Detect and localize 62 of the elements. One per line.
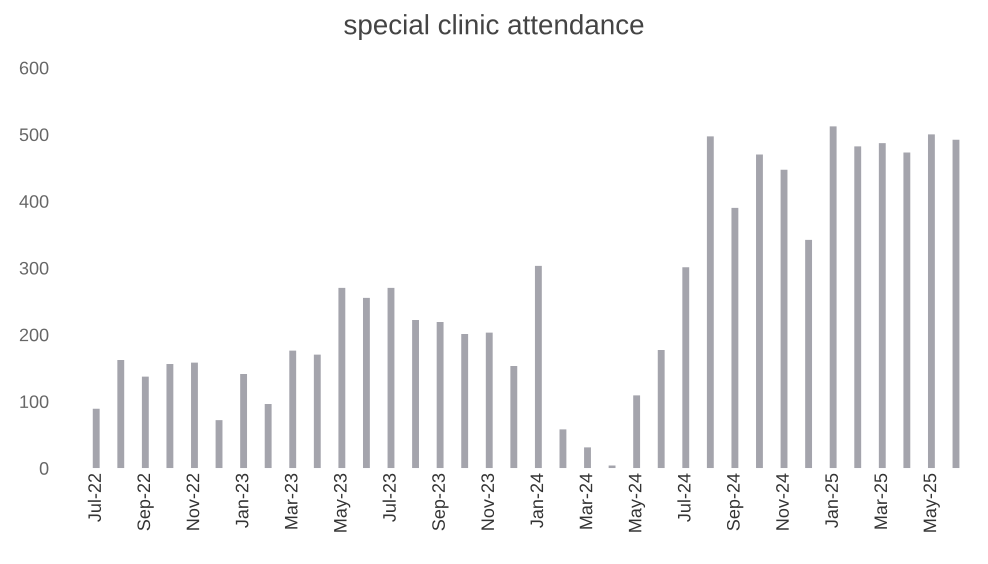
x-tick-label: Nov-24 [776, 474, 789, 530]
x-tick-label: Nov-23 [481, 474, 494, 530]
bar [928, 134, 935, 468]
bar [264, 404, 272, 468]
bar [633, 395, 640, 468]
bar [142, 376, 149, 468]
bar [314, 354, 321, 468]
x-tick-label: May-25 [923, 474, 940, 532]
x-tick-label: May-24 [628, 474, 646, 532]
x-tick-label: Jul-23 [382, 474, 396, 522]
bar [117, 360, 124, 468]
bar [240, 374, 248, 468]
bar [584, 447, 591, 468]
bar [780, 170, 788, 468]
x-tick-label: May-23 [334, 474, 350, 532]
bar [854, 146, 862, 468]
bar [706, 136, 714, 468]
bar [658, 350, 665, 468]
x-tick-label: Jan-25 [825, 474, 838, 528]
bar [534, 266, 542, 468]
bar [756, 154, 763, 468]
bar [412, 320, 419, 468]
x-tick-label: Sep-22 [137, 474, 154, 530]
y-tick-label: 500 [20, 128, 48, 142]
bar [878, 143, 886, 468]
bar [289, 350, 296, 468]
bar [682, 267, 690, 468]
bar [461, 334, 468, 468]
y-tick-label: 600 [20, 62, 48, 74]
bar [436, 322, 444, 468]
x-tick-label: Jul-22 [88, 474, 102, 522]
bar [216, 420, 222, 468]
y-tick-label: 0 [40, 462, 48, 475]
bar [362, 298, 370, 468]
bar [608, 465, 616, 468]
bar [388, 288, 394, 468]
x-tick-label: Jan-23 [236, 474, 248, 528]
bar [903, 152, 910, 468]
x-tick-label: Mar-25 [874, 474, 888, 529]
bar [166, 364, 174, 468]
bar [338, 288, 346, 468]
chart-title: special clinic attendance [344, 14, 644, 40]
bar [805, 240, 812, 468]
x-tick-label: Mar-24 [580, 474, 592, 529]
x-tick-label: Jan-24 [530, 474, 544, 528]
bar [510, 366, 518, 468]
y-tick-label: 300 [20, 262, 48, 275]
bar [486, 332, 493, 468]
bar [560, 429, 566, 468]
x-tick-label: Nov-22 [186, 474, 200, 530]
x-tick-label: Mar-23 [284, 474, 298, 529]
y-tick-label: 100 [20, 395, 48, 408]
x-tick-label: Sep-24 [726, 474, 744, 530]
x-tick-label: Sep-23 [432, 474, 449, 530]
bar [191, 362, 198, 468]
bar [92, 408, 100, 468]
y-tick-label: 400 [19, 195, 48, 208]
x-tick-label: Jul-24 [677, 474, 691, 522]
bar [731, 208, 738, 468]
bar [952, 140, 960, 468]
y-tick-label: 200 [20, 328, 48, 342]
bar [830, 126, 837, 468]
